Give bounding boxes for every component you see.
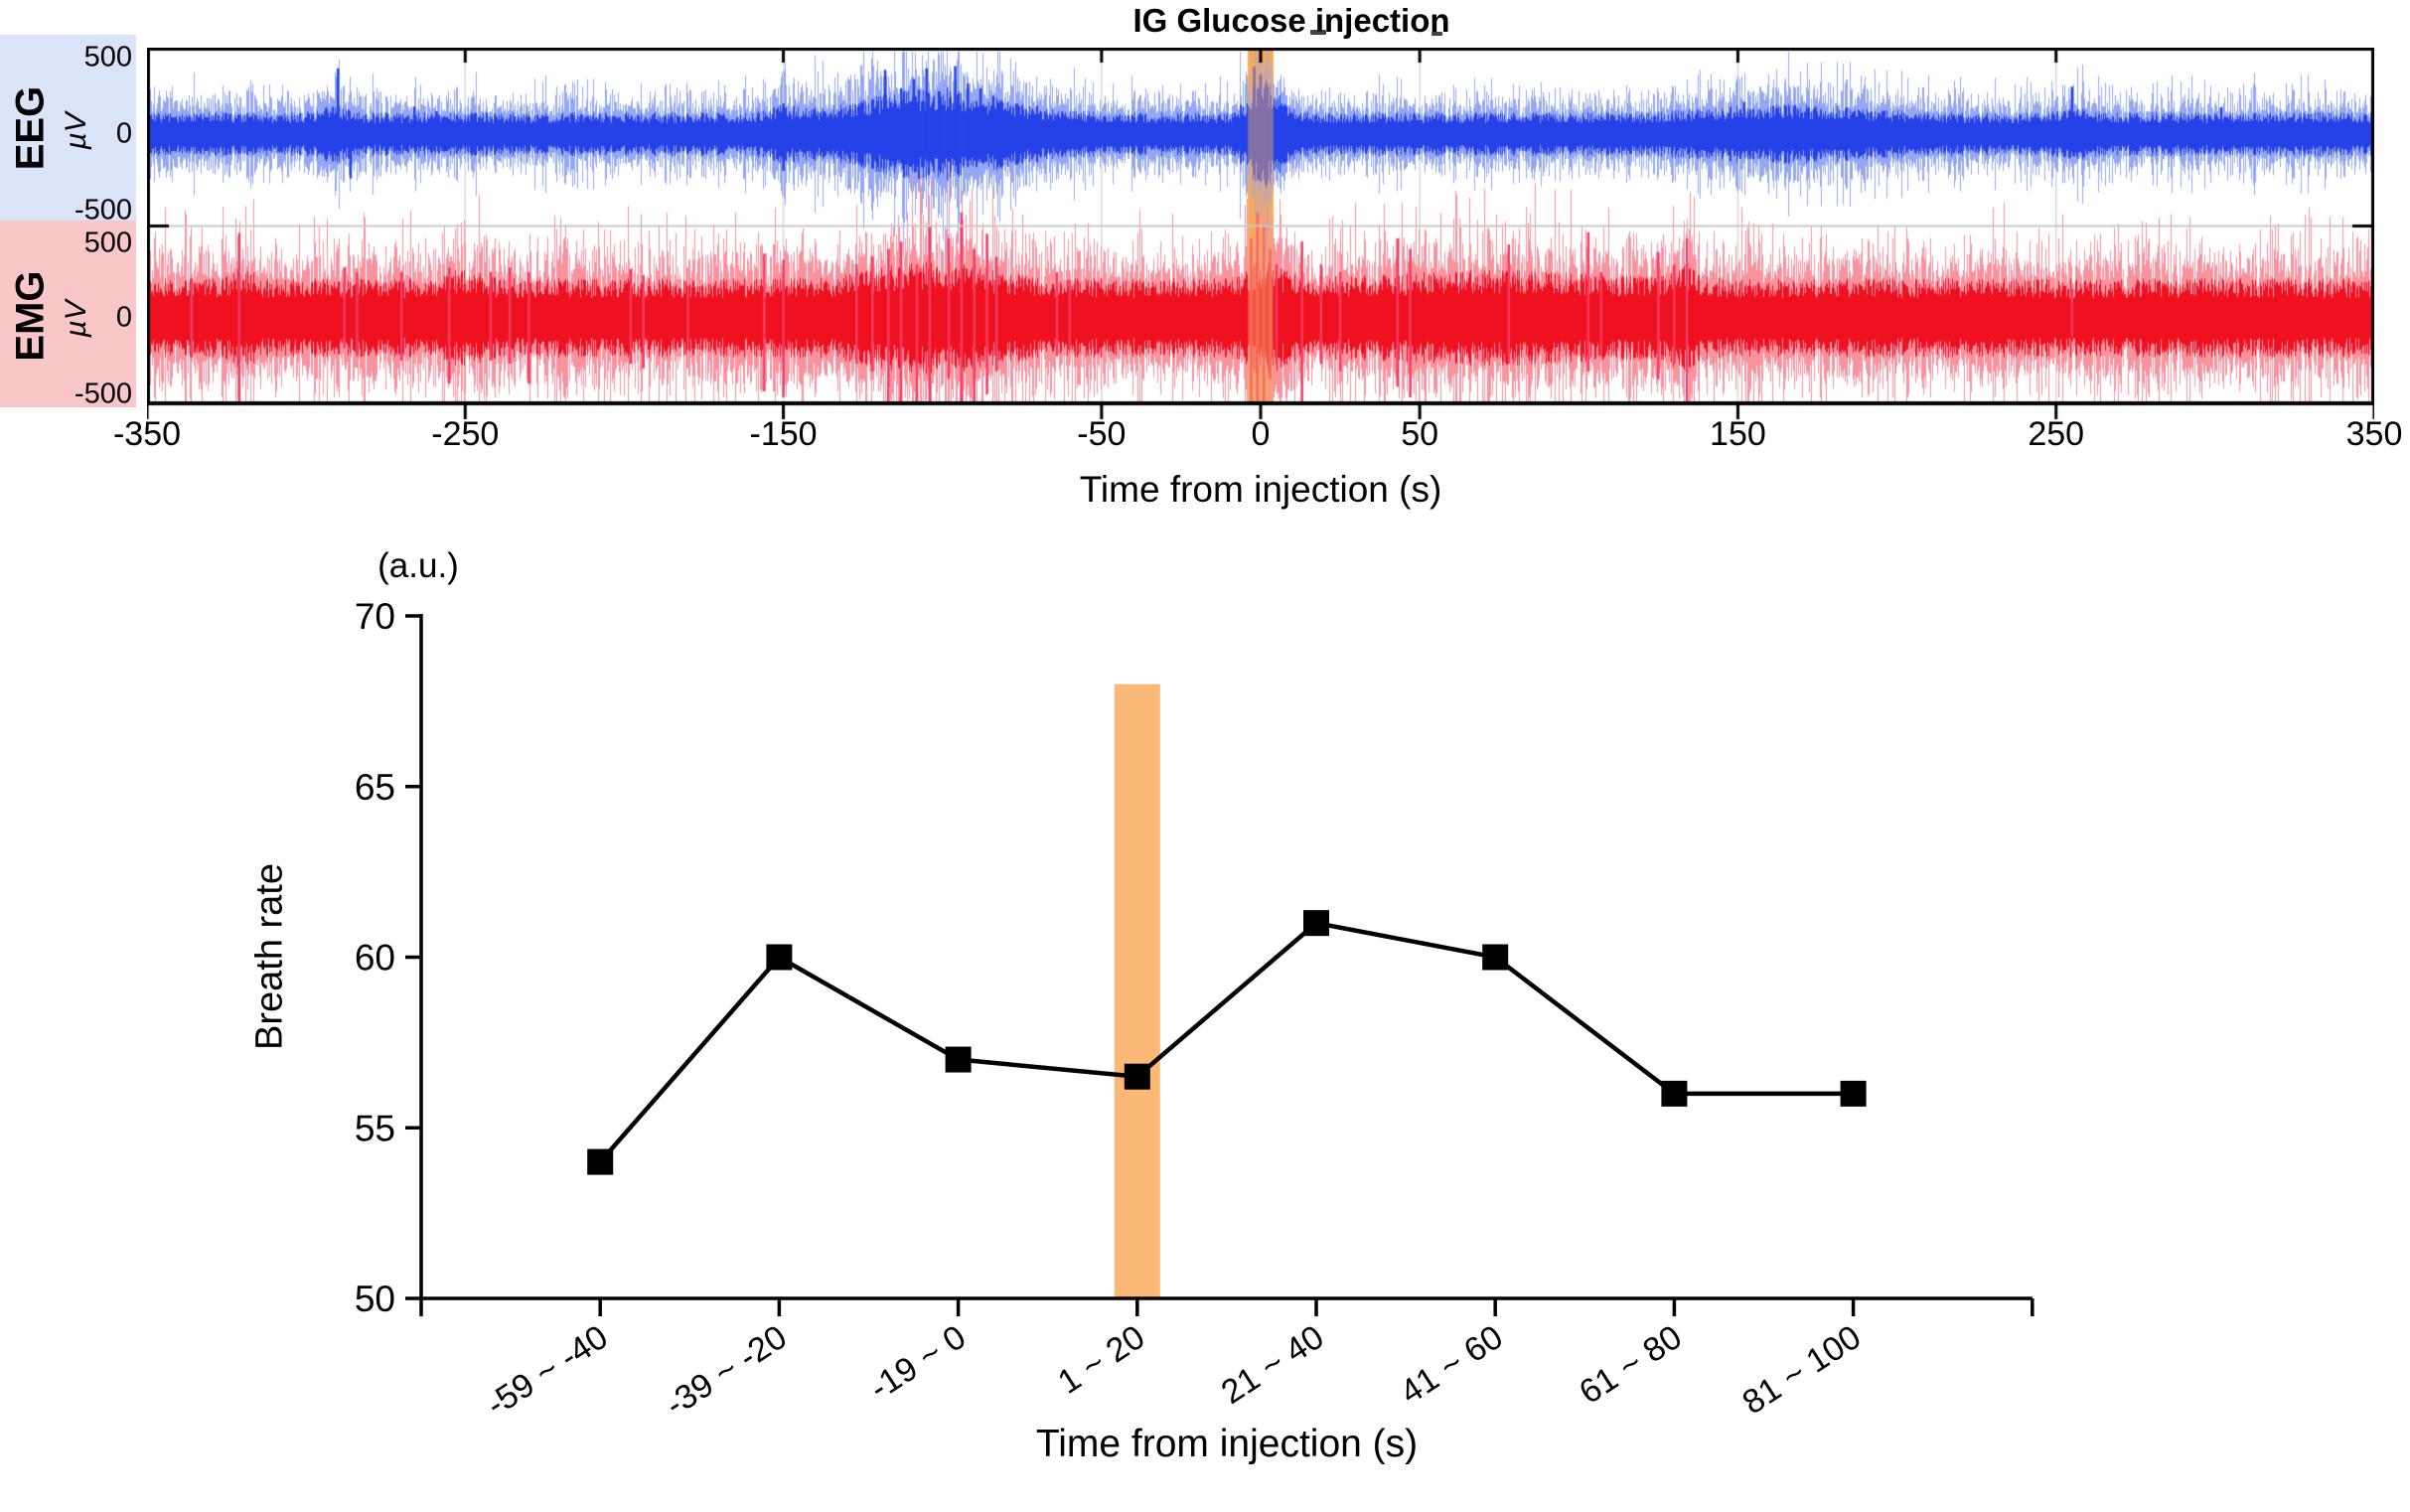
x-category-label: -39 ~ -20: [659, 1318, 794, 1425]
data-point-marker: [1840, 1080, 1867, 1107]
injection-highlight-bar: [1114, 683, 1160, 1298]
breath-rate-line: [598, 920, 1854, 1164]
top-x-axis-label: Time from injection (s): [1079, 469, 1442, 510]
eeg-ytick-0: 0: [115, 117, 132, 150]
emg-label-background: [0, 221, 136, 407]
x-category-label: 1 ~ 20: [1051, 1318, 1151, 1402]
unreadable-annotation-mark: [1431, 32, 1442, 36]
data-point-marker: [1482, 944, 1509, 971]
data-point-marker: [1661, 1080, 1688, 1107]
data-point-marker: [1124, 1063, 1150, 1090]
top-x-tick-label: 350: [2345, 415, 2403, 453]
top-x-tick-label: -250: [431, 415, 500, 453]
top-x-tick-label: -350: [112, 415, 182, 453]
x-category-label: 21 ~ 40: [1215, 1318, 1331, 1412]
emg-ytick-500: 500: [83, 227, 132, 259]
top-x-tick-label: 0: [1251, 415, 1271, 453]
x-category-label: 61 ~ 80: [1573, 1318, 1689, 1412]
y-tick-label: 60: [355, 938, 395, 979]
y-tick-label: 55: [355, 1108, 395, 1148]
x-category-label: 41 ~ 60: [1394, 1318, 1510, 1412]
x-category-label: -19 ~ 0: [863, 1318, 973, 1408]
top-x-tick-label: -150: [749, 415, 818, 453]
emg-ytick-n500: -500: [74, 378, 132, 410]
x-category-label: -59 ~ -40: [480, 1318, 615, 1425]
x-category-label: 81 ~ 100: [1735, 1318, 1867, 1422]
emg-ytick-0: 0: [115, 301, 132, 334]
physio-canvas: [147, 48, 2374, 421]
y-tick-label: 50: [355, 1279, 395, 1319]
data-point-marker: [1303, 910, 1329, 937]
data-point-marker: [587, 1148, 614, 1175]
eeg-ytick-n500: -500: [74, 194, 132, 227]
unreadable-annotation-mark: [1310, 30, 1326, 35]
y-tick-label: 70: [355, 596, 395, 637]
top-x-tick-label: 50: [1401, 415, 1439, 453]
bottom-x-axis-label: Time from injection (s): [1035, 1423, 1419, 1465]
data-point-marker: [766, 944, 793, 971]
data-point-marker: [945, 1046, 972, 1073]
top-x-tick-label: 150: [1710, 415, 1766, 453]
eeg-label-background: [0, 35, 136, 221]
breath-unit-label: (a.u.): [377, 546, 459, 585]
y-tick-label: 65: [355, 767, 395, 808]
figure-title: IG Glucose injection: [1132, 2, 1450, 39]
top-x-tick-label: -50: [1077, 415, 1127, 453]
axes: [419, 614, 2033, 1300]
top-x-tick-label: 250: [2028, 415, 2085, 453]
eeg-ytick-500: 500: [83, 41, 132, 74]
